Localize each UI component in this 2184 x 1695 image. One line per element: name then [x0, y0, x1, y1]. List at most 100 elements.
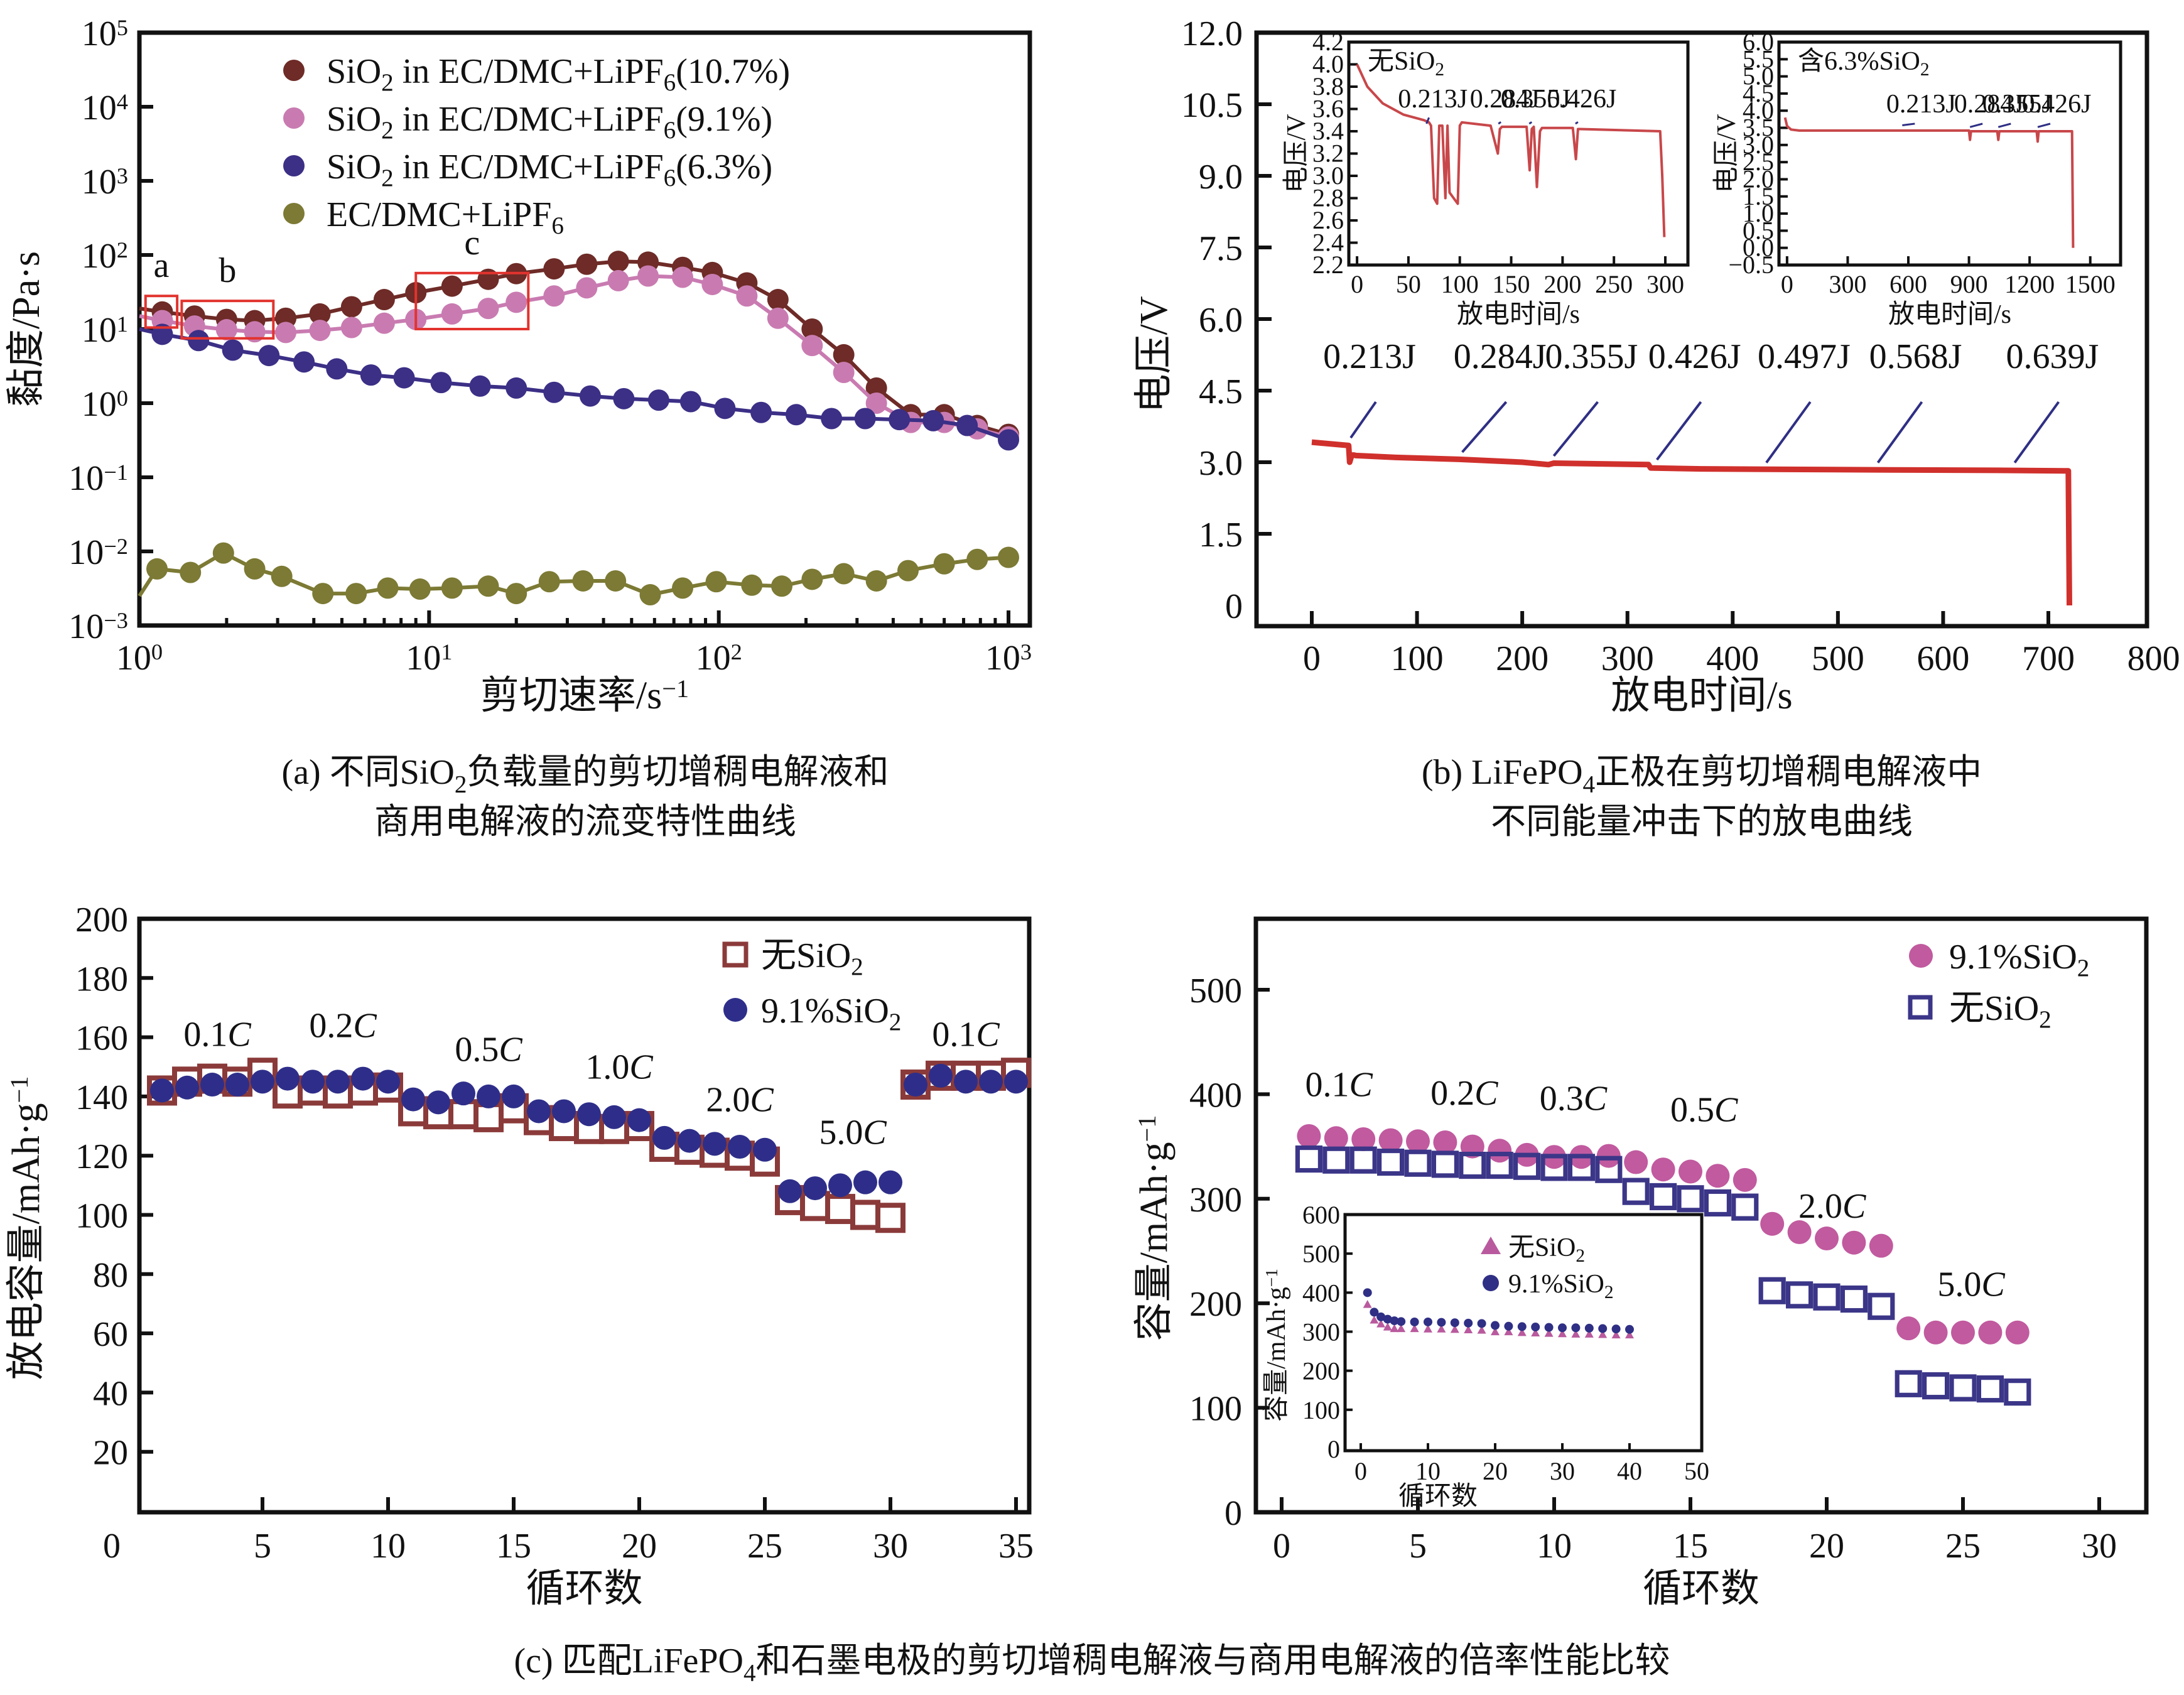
x-tick-label: 102 — [696, 639, 742, 678]
text-run: 10 — [406, 639, 441, 678]
text-run: 无SiO — [1508, 1233, 1576, 1262]
x-axis-title: 放电时间/s — [1611, 674, 1792, 717]
series-d-0-point — [1624, 1150, 1648, 1174]
series-d-1-point — [1949, 1374, 1977, 1402]
data-point — [543, 381, 565, 403]
text-run: in EC/DMC+LiPF — [394, 52, 664, 91]
data-point — [607, 269, 629, 291]
series-d-1-point — [1567, 1154, 1595, 1181]
inset-y-tick-label: 6.0 — [1743, 28, 1774, 56]
inset-x-tick-label: 300 — [1646, 270, 1684, 298]
rate-unit: C — [1714, 1091, 1738, 1130]
rate-label: 0.1C — [932, 1015, 1000, 1054]
text-run: −2 — [104, 534, 128, 559]
chart-b-frame — [1254, 30, 2149, 629]
inset-series-1-point — [1410, 1317, 1419, 1326]
inset-y-tick-label: 4.5 — [1743, 79, 1774, 107]
inset-series-0-point — [1464, 1325, 1473, 1333]
rate-unit: C — [1349, 1066, 1373, 1105]
inset-y-tick-label: 400 — [1302, 1279, 1340, 1307]
inset-series-0-point — [1611, 1330, 1621, 1339]
y-tick-label: 20 — [93, 1434, 128, 1473]
x-tick-label: 5 — [1409, 1527, 1427, 1566]
chart-c: 20 40 60 80 100 120 140 160 180 200 0 5 10 15 20 25 30 35… — [5, 901, 1034, 1610]
data-point — [922, 409, 944, 431]
data-point — [801, 335, 823, 357]
data-point — [441, 577, 463, 599]
series-c-1-point — [627, 1108, 651, 1132]
text-run: 黏度/Pa·s — [5, 251, 48, 407]
x-tick-label: 15 — [1673, 1527, 1708, 1566]
x-tick-label: 0 — [1273, 1527, 1290, 1566]
x-tick-label: 35 — [998, 1527, 1034, 1566]
text-run: 10 — [985, 639, 1020, 678]
series-c-1-point — [828, 1173, 852, 1198]
series-d-0-point — [1896, 1316, 1921, 1341]
data-point — [613, 387, 635, 409]
series-a-2 — [139, 323, 1019, 451]
rate-unit: C — [499, 1030, 522, 1069]
series-c-1-point — [602, 1105, 626, 1129]
inset-x-tick-label: 50 — [1396, 270, 1421, 298]
data-point — [180, 561, 202, 583]
x-tick-label: 15 — [496, 1527, 531, 1566]
series-c-0-point — [448, 1099, 478, 1130]
inset-series-1-point — [1558, 1323, 1567, 1333]
x-tick-label: 800 — [2127, 639, 2180, 678]
text-run: 无SiO — [761, 936, 851, 975]
data-point — [750, 401, 772, 423]
series-d-1-point — [1322, 1146, 1350, 1174]
x-tick-label: 30 — [2082, 1527, 2117, 1566]
inset-series-0-point — [1598, 1329, 1608, 1338]
series-d-0-point — [1406, 1129, 1430, 1154]
text-run: 1 — [117, 311, 128, 337]
x-tick-label: 600 — [1916, 639, 1969, 678]
y-tick-label: 400 — [1189, 1076, 1242, 1115]
legend-label: 9.1%SiO2 — [1949, 938, 2089, 982]
series-d-1-point — [1650, 1183, 1677, 1211]
x-tick-label: 500 — [1812, 639, 1864, 678]
caption-b-text2: 正极在剪切增稠电解液中 — [1595, 753, 1982, 792]
series-d-1-point — [1349, 1146, 1377, 1174]
rate-unit: C — [227, 1015, 251, 1054]
data-point — [469, 375, 491, 397]
data-point — [212, 542, 234, 564]
inset-series-1-point — [1464, 1318, 1473, 1328]
inset-legend-marker — [1481, 1237, 1501, 1254]
series-d-0-point — [1596, 1144, 1621, 1168]
inset-y-tick-label: 500 — [1302, 1240, 1340, 1268]
x-tick-label: 101 — [406, 639, 452, 678]
series-d-0-point — [1815, 1227, 1839, 1251]
series-d-0-point — [1706, 1164, 1730, 1188]
series-a-3 — [138, 542, 1019, 606]
text-run: 10 — [68, 607, 104, 646]
inset-impact-label: 0.355J — [1501, 85, 1570, 114]
data-point — [505, 583, 527, 605]
data-point — [505, 291, 527, 313]
text-run: 10 — [82, 237, 117, 276]
data-point — [340, 317, 362, 338]
text-run: 10 — [82, 14, 117, 53]
data-point — [477, 298, 499, 320]
data-point — [146, 558, 168, 580]
series-c-1-point — [728, 1135, 752, 1159]
inset-series-1-point — [1571, 1323, 1581, 1333]
rate-unit: C — [1474, 1074, 1498, 1113]
inset-x-tick-label: 20 — [1483, 1457, 1508, 1485]
series-d-1-point — [1868, 1292, 1895, 1320]
series-d-1-point — [1922, 1372, 1950, 1400]
caption-c-sub: 4 — [743, 1659, 756, 1687]
text-run: 3 — [1020, 639, 1032, 664]
inset-x-tick-label: 0 — [1351, 270, 1363, 298]
text-run: 6 — [664, 165, 676, 192]
inset-frame — [1777, 40, 2122, 267]
data-point — [679, 391, 701, 413]
inset-y-tick-label: 0 — [1327, 1435, 1340, 1463]
series-d-1 — [1295, 1145, 2031, 1406]
inset-y-tick-label: 3.6 — [1312, 95, 1344, 123]
y-tick-label: 102 — [82, 237, 128, 276]
inset-y-tick-label: 200 — [1302, 1357, 1340, 1385]
series-c-1-point — [703, 1132, 727, 1156]
